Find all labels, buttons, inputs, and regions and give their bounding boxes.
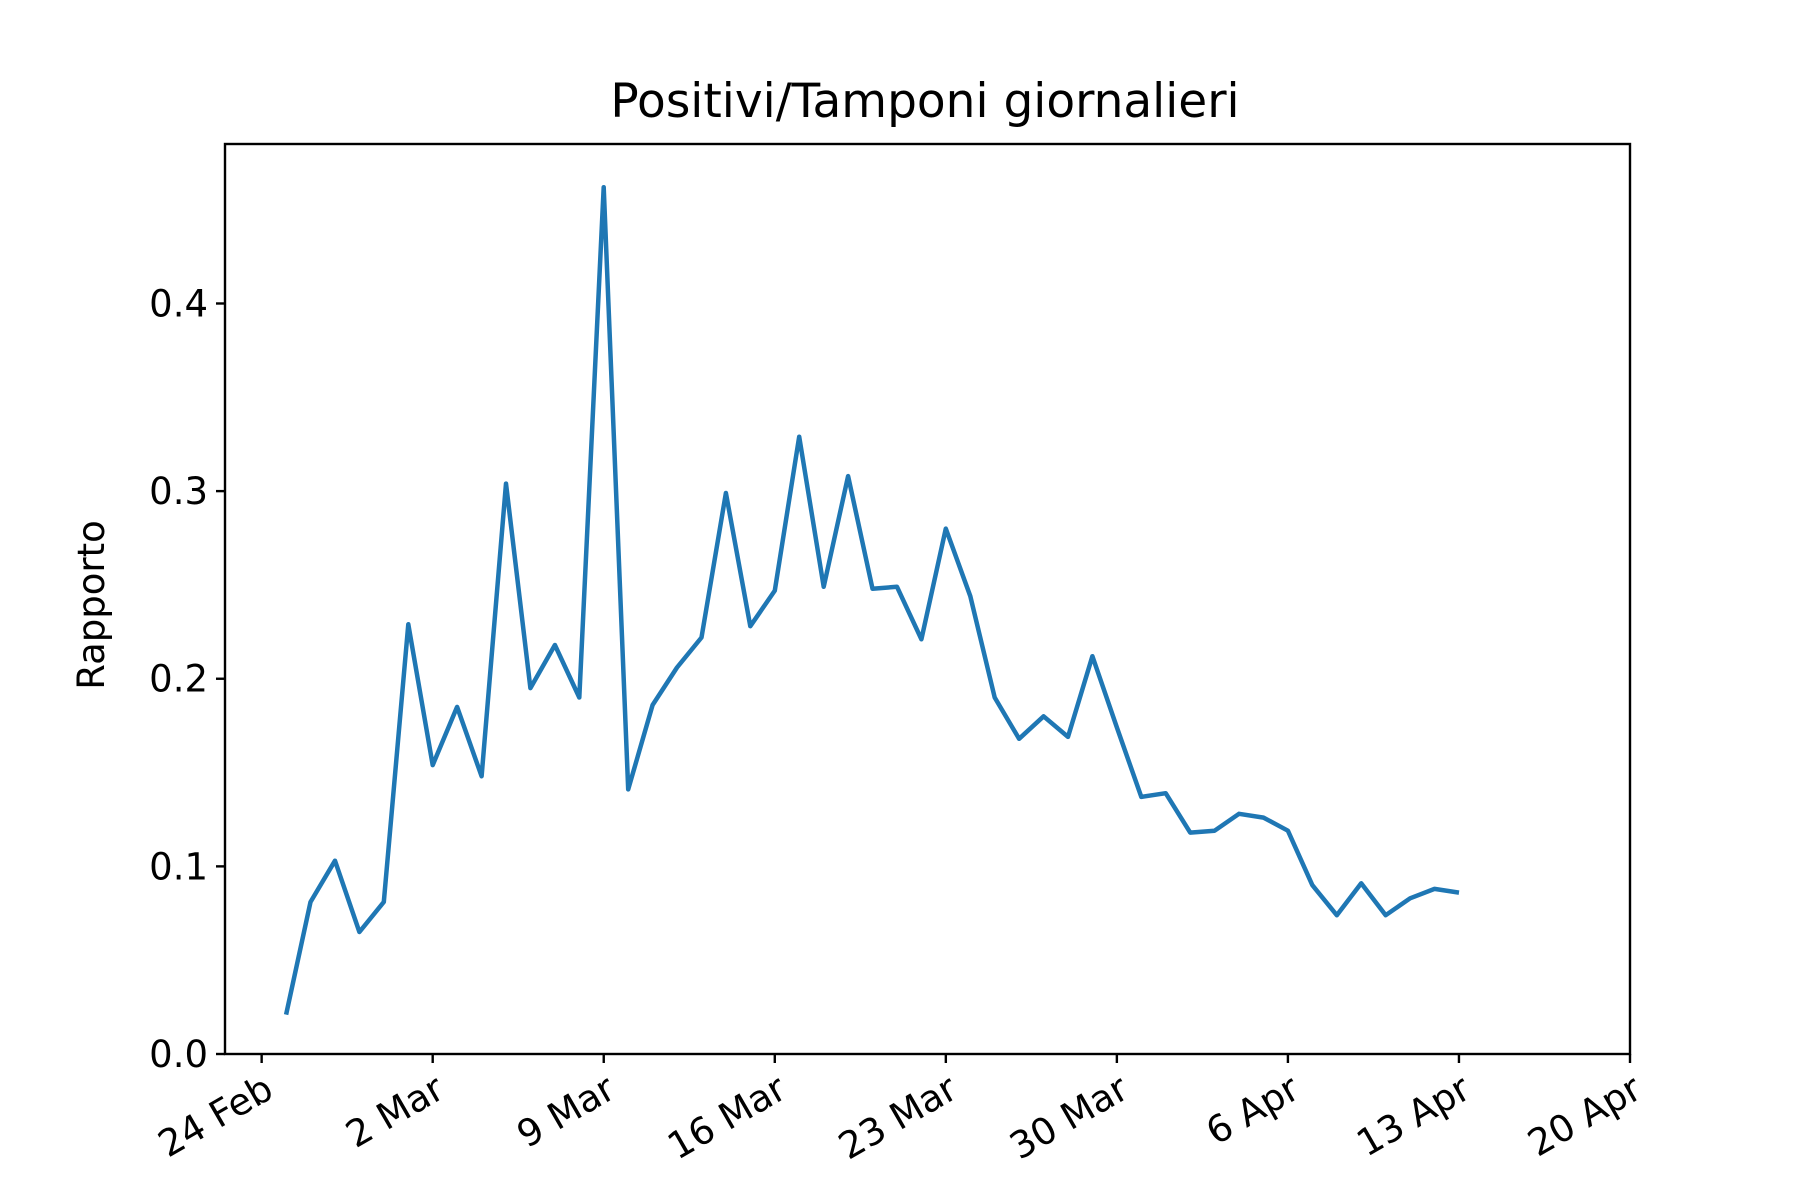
series-layer (283, 184, 1460, 1016)
x-tick-label: 20 Apr (1521, 1066, 1650, 1165)
x-tick-label: 6 Apr (1199, 1066, 1307, 1153)
y-axis-label: Rapporto (70, 520, 113, 690)
x-axis: 24 Feb 2 Mar 9 Mar 16 Mar 23 Mar 30 Mar 6 Apr 1… (151, 1054, 1649, 1168)
y-tick-label: 0.2 (149, 658, 208, 701)
y-tick-label: 0.4 (149, 282, 208, 325)
y-tick-label: 0.3 (149, 470, 208, 513)
x-tick-label: 16 Mar (660, 1066, 794, 1168)
y-axis: 0.0 0.1 0.2 0.3 0.4 (149, 282, 225, 1076)
x-tick-label: 13 Apr (1350, 1066, 1479, 1165)
x-tick-label: 23 Mar (831, 1066, 965, 1168)
plot-frame (223, 142, 1632, 1056)
x-tick-label: 24 Feb (151, 1067, 280, 1166)
y-tick-label: 0.0 (149, 1033, 208, 1076)
chart-title: Positivi/Tamponi giornalieri (610, 74, 1239, 129)
series-line (283, 184, 1460, 1016)
x-tick-label: 9 Mar (510, 1066, 623, 1156)
x-tick-label: 2 Mar (339, 1066, 452, 1156)
x-tick-label: 30 Mar (1002, 1066, 1136, 1168)
y-tick-label: 0.1 (149, 845, 208, 888)
